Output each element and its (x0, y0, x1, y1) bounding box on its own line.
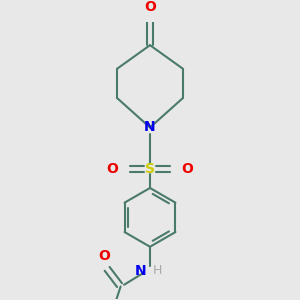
Text: O: O (98, 249, 110, 263)
Text: O: O (144, 0, 156, 14)
Text: S: S (145, 162, 155, 176)
Text: N: N (135, 264, 146, 278)
Text: O: O (107, 162, 118, 176)
Text: N: N (144, 121, 156, 134)
Text: H: H (153, 265, 162, 278)
Text: O: O (182, 162, 193, 176)
